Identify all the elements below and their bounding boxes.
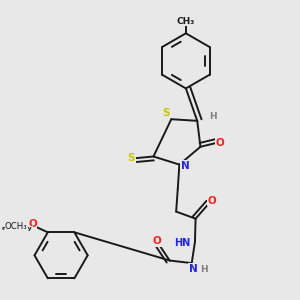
Text: S: S [128, 153, 135, 163]
Text: O: O [215, 138, 224, 148]
Text: methoxy: methoxy [2, 226, 33, 231]
Text: O: O [28, 219, 37, 229]
Text: O: O [153, 236, 162, 246]
Text: N: N [181, 160, 190, 171]
Text: N: N [189, 264, 197, 274]
Text: HN: HN [175, 238, 191, 248]
Text: H: H [200, 265, 208, 274]
Text: O: O [207, 196, 216, 206]
Text: OCH₃: OCH₃ [5, 222, 28, 231]
Text: H: H [209, 112, 217, 122]
Text: CH₃: CH₃ [177, 16, 195, 26]
Text: S: S [162, 108, 170, 118]
